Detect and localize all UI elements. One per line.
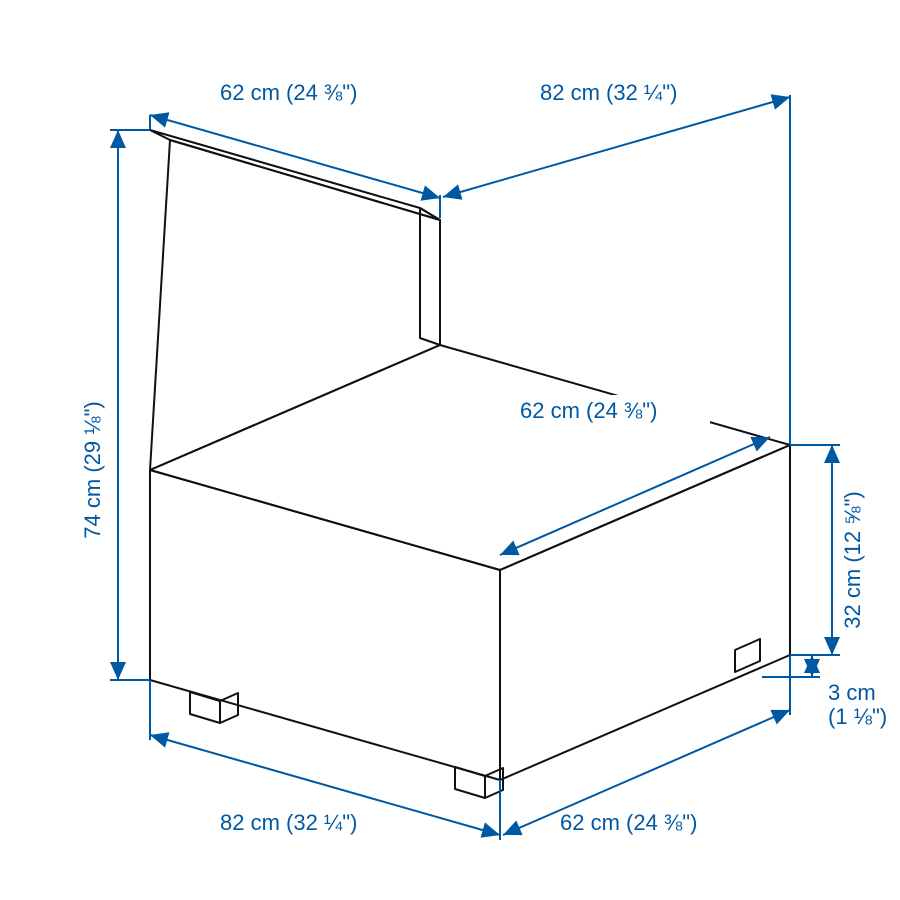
label-top-back-depth: 62 cm (24 ⅜") [220, 80, 357, 105]
feet [190, 639, 760, 798]
dim-top-back-depth: 62 cm (24 ⅜") [150, 80, 440, 218]
backrest-right-edge [420, 208, 440, 345]
dim-foot-height: 3 cm(1 ⅛") [762, 655, 887, 729]
label-bottom-width: 62 cm (24 ⅜") [560, 810, 697, 835]
label-top-total-depth: 82 cm (32 ¼") [540, 80, 677, 105]
dimension-diagram: 62 cm (24 ⅜") 82 cm (32 ¼") 62 cm (24 ⅜"… [0, 0, 900, 900]
backrest-inner [150, 140, 440, 470]
dim-seat-inner-width: 62 cm (24 ⅜") [500, 395, 770, 555]
label-bottom-depth: 82 cm (32 ¼") [220, 810, 357, 835]
dim-height-total: 74 cm (29 ⅛") [80, 130, 150, 680]
label-height-total: 74 cm (29 ⅛") [80, 401, 105, 538]
seat-front-face [150, 470, 500, 780]
chair-body [150, 130, 790, 798]
dim-bottom-depth: 82 cm (32 ¼") [150, 680, 500, 840]
dim-bottom-width: 62 cm (24 ⅜") [503, 655, 790, 835]
label-seat-inner-width: 62 cm (24 ⅜") [520, 398, 657, 423]
dimensions: 62 cm (24 ⅜") 82 cm (32 ¼") 62 cm (24 ⅜"… [80, 80, 887, 840]
label-foot-height: 3 cm(1 ⅛") [828, 680, 887, 729]
seat-top-face [150, 345, 790, 570]
label-seat-height: 32 cm (12 ⅝") [840, 491, 865, 628]
dim-seat-height: 32 cm (12 ⅝") [790, 445, 865, 655]
dim-top-total-depth: 82 cm (32 ¼") [443, 80, 790, 445]
backrest-top [150, 130, 440, 220]
